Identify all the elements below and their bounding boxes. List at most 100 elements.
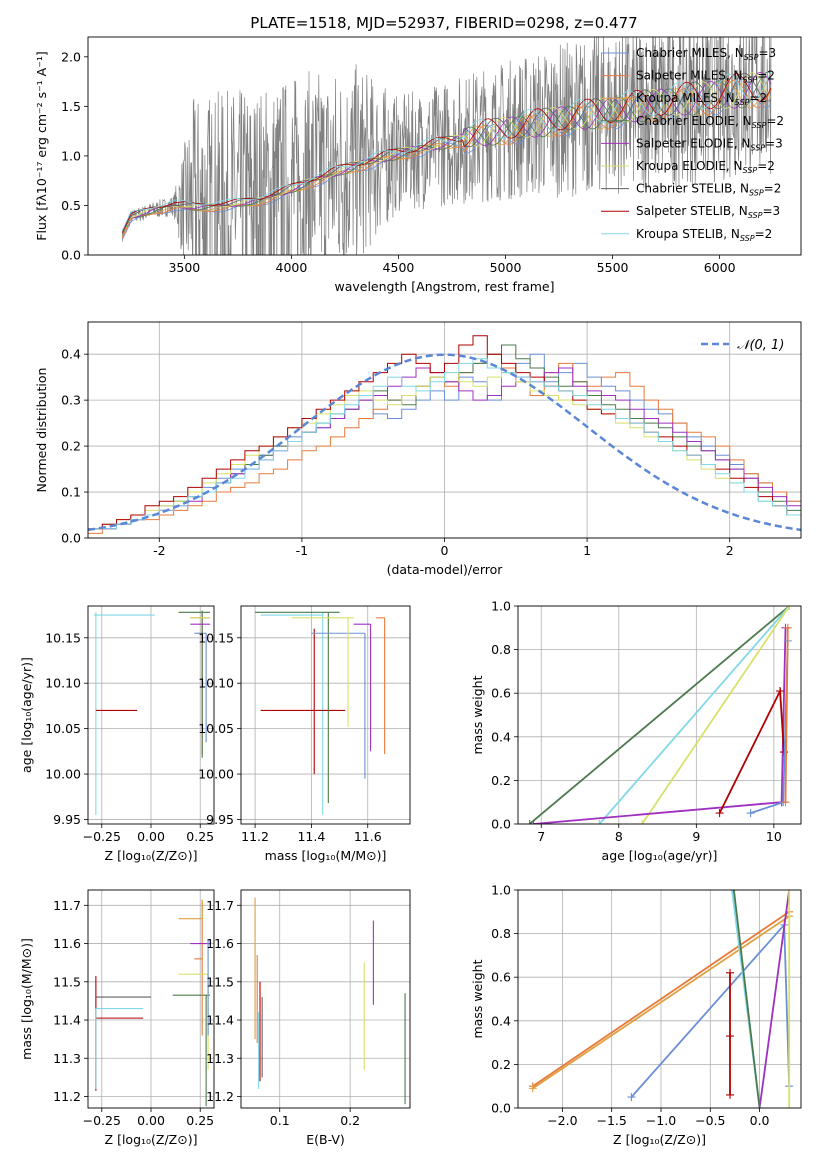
weight-marker — [715, 809, 724, 818]
panel-weight-vs-Z: −2.0 −1.5 −1.0 −0.5 0.0 0.0 0.2 0.4 0.6 0.8 1.0 Z [… — [470, 883, 802, 1147]
axes-frame — [87, 605, 215, 825]
weight-marker — [525, 820, 534, 824]
x-tick-label: −0.25 — [83, 1113, 121, 1128]
plot-area — [121, 37, 772, 255]
panel-residuals: -2 -1 0 1 2 0.0 0.1 0.2 0.3 0.4 (data-model)/error… — [34, 321, 802, 577]
x-tick-label: -2 — [153, 543, 165, 558]
x-tick-label: 0.2 — [340, 1113, 360, 1128]
histogram-series — [88, 353, 801, 534]
y-tick-label: 11.3 — [206, 1051, 234, 1066]
y-tick-label: 0.4 — [61, 347, 81, 362]
figure-title: PLATE=1518, MJD=52937, FIBERID=0298, z=0… — [250, 14, 637, 32]
x-axis-label: E(B-V) — [306, 1132, 345, 1147]
weight-marker — [729, 890, 738, 894]
panel-age-vs-mass: 11.2 11.4 11.6 9.95 10.00 10.05 10.10 10.15 mass… — [198, 605, 411, 863]
x-tick-label: 2 — [726, 543, 734, 558]
y-tick-label: 0.8 — [491, 642, 511, 657]
plot-area — [525, 606, 794, 824]
panel-weight-vs-age: 7 8 9 10 0.0 0.2 0.4 0.6 0.8 1.0 age [log₁₀(age/yr… — [470, 599, 802, 863]
weight-marker — [783, 623, 792, 632]
weight-line — [532, 911, 790, 1087]
weight-marker — [785, 890, 794, 894]
weight-marker — [755, 1104, 764, 1108]
spectrum-data-line — [121, 37, 772, 255]
plot-area — [88, 335, 801, 534]
panel-mass-vs-ebv: 0.1 0.2 11.2 11.3 11.4 11.5 11.6 11.7 E(B-V) — [206, 889, 411, 1147]
axes-frame — [87, 321, 802, 539]
y-tick-label: 1.0 — [61, 148, 81, 163]
weight-marker — [726, 1032, 735, 1041]
y-tick-label: 0.8 — [491, 926, 511, 941]
y-tick-label: 10.15 — [45, 630, 81, 645]
legend-entry: Salpeter STELIB, NSSP=3 — [636, 204, 780, 220]
weight-marker — [638, 820, 647, 824]
x-tick-label: 0 — [441, 543, 449, 558]
legend-entry: Kroupa ELODIE, NSSP=2 — [636, 159, 775, 175]
y-tick-label: 0.5 — [61, 198, 81, 213]
x-tick-label: 6000 — [704, 260, 736, 275]
x-tick-label: −1.0 — [646, 1113, 676, 1128]
y-tick-label: 10.05 — [45, 721, 81, 736]
x-tick-label: 0.25 — [186, 829, 214, 844]
y-tick-label: 1.0 — [491, 599, 511, 614]
y-tick-label: 0.0 — [491, 817, 511, 832]
normal-reference-curve — [88, 353, 801, 532]
legend-entry: Chabrier ELODIE, NSSP=2 — [636, 114, 784, 130]
weight-marker — [726, 968, 735, 977]
plot-area — [93, 610, 211, 815]
x-tick-label: 8 — [615, 829, 623, 844]
plot-area — [528, 890, 794, 1108]
x-tick-label: −0.5 — [695, 1113, 725, 1128]
y-tick-label: 1.5 — [61, 99, 81, 114]
weight-marker — [595, 820, 604, 824]
legend-entry: Salpeter MILES, NSSP=2 — [636, 69, 775, 85]
weight-line — [758, 890, 791, 1108]
x-axis-label: Z [log₁₀(Z/Z⊙)] — [105, 1132, 198, 1147]
x-tick-label: 0.1 — [270, 1113, 290, 1128]
weight-marker — [529, 820, 538, 824]
y-tick-label: 11.7 — [206, 898, 234, 913]
x-tick-label: 5000 — [490, 260, 522, 275]
y-tick-label: 0.2 — [61, 439, 81, 454]
x-axis-label: mass [log₁₀(M/M⊙)] — [265, 848, 387, 863]
y-tick-label: 11.2 — [53, 1089, 81, 1104]
weight-marker — [785, 1104, 794, 1108]
panel-age-vs-Z: −0.25 0.00 0.25 9.95 10.00 10.05 10.10 10.15 Z [… — [19, 605, 215, 863]
plot-area — [255, 611, 386, 815]
weight-line — [532, 915, 790, 1090]
weight-marker — [726, 1090, 735, 1099]
legend-entry: Chabrier MILES, NSSP=3 — [636, 46, 776, 62]
x-tick-label: 0.0 — [750, 1113, 770, 1128]
y-tick-label: 11.4 — [53, 1013, 81, 1028]
histogram-series — [88, 358, 801, 530]
axes-frame — [240, 889, 411, 1109]
x-tick-label: 1 — [583, 543, 591, 558]
x-tick-label: 4500 — [383, 260, 415, 275]
y-tick-label: 0.0 — [61, 248, 81, 263]
model-line-3 — [121, 71, 772, 236]
x-tick-label: −0.25 — [83, 829, 121, 844]
legend-entry: Kroupa STELIB, NSSP=2 — [636, 227, 772, 243]
y-axis-label: mass [log₁₀(M/M⊙)] — [19, 938, 34, 1060]
weight-marker — [627, 1093, 636, 1102]
x-tick-label: 0.25 — [186, 1113, 214, 1128]
x-tick-label: −1.5 — [596, 1113, 626, 1128]
y-tick-label: 11.5 — [206, 974, 234, 989]
weight-line — [529, 606, 790, 824]
legend-entry: Kroupa MILES, NSSP=2 — [636, 91, 767, 107]
weight-line — [784, 627, 789, 803]
y-tick-label: 11.6 — [53, 936, 81, 951]
y-tick-label: 0.1 — [61, 485, 81, 500]
legend-entry: Salpeter ELODIE, NSSP=3 — [636, 136, 783, 152]
x-axis-label: Z [log₁₀(Z/Z⊙)] — [105, 848, 198, 863]
x-tick-label: 5500 — [597, 260, 629, 275]
panel-mass-vs-Z: −0.25 0.00 0.25 11.2 11.3 11.4 11.5 11.6 11.7 Z [… — [19, 889, 215, 1147]
weight-marker — [781, 798, 790, 807]
y-tick-label: 2.0 — [61, 49, 81, 64]
y-tick-label: 0.0 — [491, 1101, 511, 1116]
y-tick-label: 11.5 — [53, 974, 81, 989]
panel-spectrum: 3500 4000 4500 5000 5500 6000 0.0 0.5 1.0 1.5 2.0 w… — [34, 36, 802, 294]
x-tick-label: 11.2 — [241, 829, 269, 844]
axes-frame — [240, 605, 411, 825]
x-axis-label: (data-model)/error — [387, 562, 504, 577]
